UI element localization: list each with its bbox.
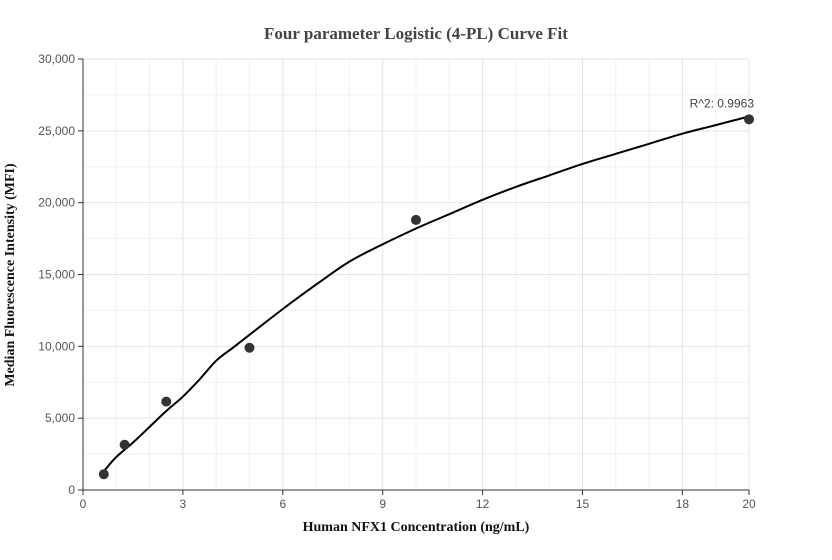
x-tick-label: 6	[279, 497, 286, 511]
x-axis-title: Human NFX1 Concentration (ng/mL)	[303, 520, 530, 535]
series-layer	[98, 114, 754, 480]
y-tick-label: 20,000	[38, 196, 75, 210]
data-point	[411, 214, 421, 225]
y-tick-label: 15,000	[38, 268, 75, 282]
data-point	[98, 469, 109, 480]
data-point	[244, 342, 255, 353]
grid	[83, 58, 750, 490]
x-tick-label: 20	[742, 497, 756, 511]
fit-curve	[103, 115, 750, 472]
y-axis-title: Median Fluorescence Intensity (MFI)	[3, 163, 18, 387]
y-tick-label: 30,000	[38, 52, 75, 66]
y-tick-label: 25,000	[38, 124, 75, 138]
y-tick-label: 10,000	[38, 339, 75, 353]
x-tick-label: 12	[476, 497, 490, 511]
data-point	[161, 396, 172, 407]
r-squared-annotation: R^2: 0.9963	[690, 96, 755, 110]
data-point	[744, 114, 754, 125]
data-point	[119, 439, 130, 450]
chart-title: Four parameter Logistic (4-PL) Curve Fit	[264, 24, 568, 43]
axes	[78, 58, 750, 495]
x-tick-label: 3	[180, 497, 187, 511]
labels: 0 3 6 9 12 15 18 20 0 5,000 10,000 15,000 20,000 25,0…	[38, 52, 756, 511]
y-tick-label: 0	[68, 483, 75, 497]
x-tick-label: 18	[676, 497, 690, 511]
x-tick-label: 0	[80, 497, 87, 511]
y-tick-label: 5,000	[45, 411, 75, 425]
x-tick-label: 15	[576, 497, 590, 511]
x-tick-label: 9	[379, 497, 386, 511]
